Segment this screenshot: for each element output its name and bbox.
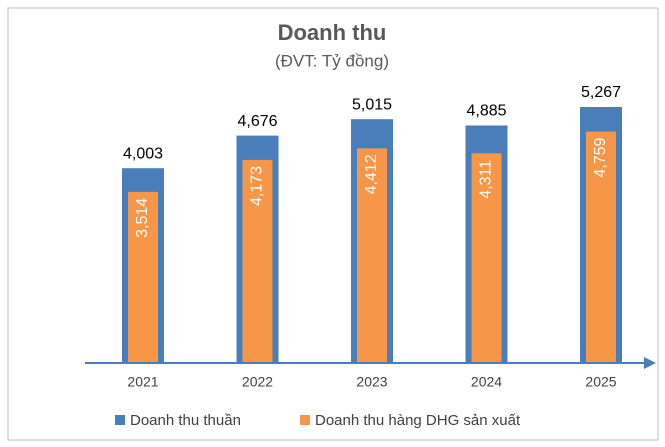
legend-label: Doanh thu thuần [130,412,241,429]
value-label: 4,173 [249,166,266,206]
value-label: 4,885 [466,103,506,120]
x-tick-label: 2024 [471,374,502,390]
x-tick-label: 2021 [127,374,158,390]
legend-swatch [300,415,310,425]
x-tick-label: 2025 [585,374,616,390]
legend-swatch [115,415,125,425]
bar [128,191,158,362]
x-tick-label: 2023 [356,374,387,390]
legend-label: Doanh thu hàng DHG sản xuất [315,412,521,429]
x-tick-label: 2022 [242,374,273,390]
chart-title: Doanh thu [278,20,387,45]
value-label: 4,676 [237,113,277,130]
bar [357,148,387,362]
value-label: 4,759 [592,137,609,177]
bar [586,131,616,362]
bar [471,153,502,362]
value-label: 3,514 [134,198,151,238]
value-label: 5,267 [581,84,621,101]
value-label: 4,003 [123,145,163,162]
chart-subtitle: (ĐVT: Tỷ đồng) [275,51,389,70]
value-label: 5,015 [352,96,392,113]
value-label: 4,311 [478,160,495,199]
chart-border [7,7,659,441]
axis-arrow [644,357,656,369]
value-label: 4,412 [363,154,380,194]
bar [242,159,273,362]
